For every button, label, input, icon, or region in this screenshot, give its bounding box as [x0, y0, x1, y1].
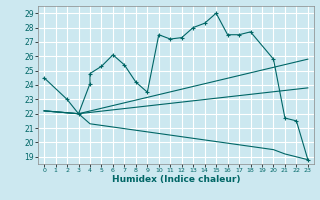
X-axis label: Humidex (Indice chaleur): Humidex (Indice chaleur) [112, 175, 240, 184]
